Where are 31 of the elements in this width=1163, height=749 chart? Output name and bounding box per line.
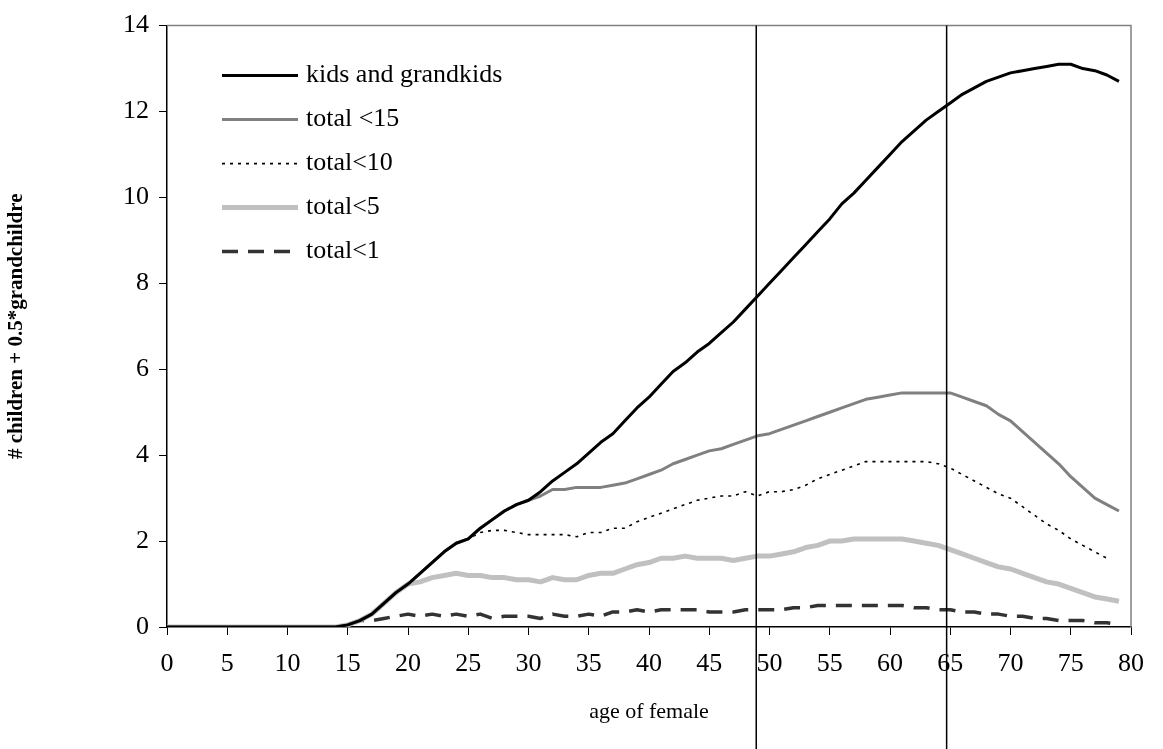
x-tick-label: 70 <box>997 648 1024 678</box>
x-tick-label: 5 <box>220 648 234 678</box>
x-tick-label: 50 <box>756 648 783 678</box>
y-tick-label: 12 <box>123 95 149 125</box>
x-tick-label: 55 <box>816 648 843 678</box>
legend-label: total <15 <box>306 103 400 133</box>
x-tick-label: 45 <box>696 648 723 678</box>
legend-label: kids and grandkids <box>306 59 503 89</box>
x-tick-label: 10 <box>274 648 301 678</box>
y-axis-title: # children + 0.5*grandchildre <box>3 193 28 460</box>
legend-label: total<10 <box>306 147 393 177</box>
x-tick-label: 60 <box>877 648 903 678</box>
legend-label: total<1 <box>306 235 380 265</box>
x-tick-label: 75 <box>1057 648 1084 678</box>
x-tick-label: 25 <box>455 648 482 678</box>
y-tick-label: 4 <box>136 439 149 468</box>
x-tick-label: 35 <box>575 648 602 678</box>
x-tick-label: 30 <box>515 648 542 678</box>
y-tick-label: 2 <box>136 524 149 554</box>
y-tick-label: 0 <box>136 610 149 640</box>
y-tick-label: 10 <box>123 181 149 211</box>
x-tick-label: 80 <box>1118 648 1144 678</box>
legend-label: total<5 <box>306 191 380 221</box>
x-tick-label: 40 <box>636 648 662 678</box>
y-tick-label: 6 <box>136 353 149 383</box>
x-axis-title: age of female <box>589 697 709 723</box>
x-tick-label: 15 <box>334 648 361 678</box>
y-tick-label: 8 <box>136 267 149 297</box>
y-tick-label: 14 <box>123 9 149 39</box>
x-tick-label: 20 <box>395 648 421 678</box>
x-tick-label: 0 <box>160 648 174 678</box>
